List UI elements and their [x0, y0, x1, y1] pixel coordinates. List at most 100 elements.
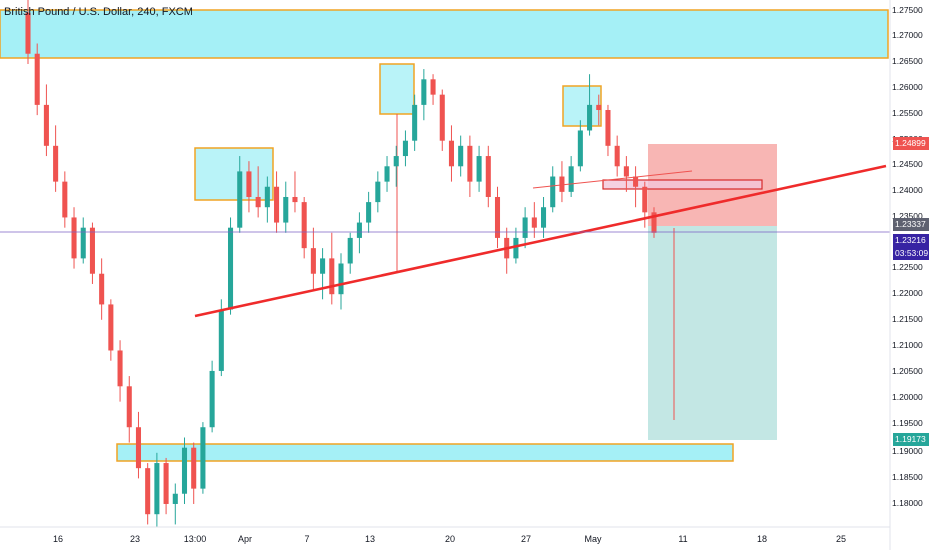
candle-body: [430, 79, 436, 95]
price-tick: 1.27000: [892, 30, 923, 40]
candle-body: [402, 140, 408, 157]
candle-body: [154, 463, 160, 515]
bar-countdown-badge: 03:53:09: [893, 247, 929, 260]
candle-body: [338, 263, 344, 295]
time-tick: 13:00: [183, 534, 207, 544]
candle-body: [274, 186, 280, 223]
candle-body: [34, 53, 40, 105]
candle-body: [209, 370, 215, 428]
candle-body: [191, 447, 197, 489]
candle-body: [310, 248, 316, 274]
candle-body: [393, 156, 399, 167]
price-tick: 1.19500: [892, 418, 923, 428]
candle-body: [264, 186, 270, 208]
minor-trendline[interactable]: [532, 170, 693, 189]
price-tick: 1.18000: [892, 498, 923, 508]
candle-body: [605, 110, 611, 146]
price-tick: 1.20000: [892, 392, 923, 402]
time-tick: 16: [52, 534, 64, 544]
candle-body: [356, 222, 362, 238]
candle-body: [218, 309, 224, 371]
candle-body: [596, 104, 602, 111]
time-tick: 25: [835, 534, 847, 544]
time-tick: May: [584, 534, 602, 544]
candle-body: [80, 227, 86, 259]
candle-body: [126, 386, 132, 428]
price-tick: 1.20500: [892, 366, 923, 376]
candle-body: [320, 258, 326, 274]
candle-body: [145, 468, 151, 515]
time-tick: 23: [129, 534, 141, 544]
candle-body: [246, 171, 252, 197]
time-tick: Apr: [237, 534, 253, 544]
candle-body: [550, 176, 556, 208]
time-tick: 13: [364, 534, 376, 544]
candle-body: [25, 12, 31, 54]
candle-body: [448, 140, 455, 167]
candle-body: [283, 196, 289, 223]
candle-body: [172, 493, 178, 504]
candle-body: [614, 145, 620, 167]
candle-body: [62, 181, 68, 218]
highlight-box-2[interactable]: [379, 63, 415, 115]
candle-body: [485, 156, 491, 197]
resistance-zone-top[interactable]: [0, 9, 889, 59]
support-zone-bottom[interactable]: [116, 443, 734, 462]
time-tick: 7: [304, 534, 310, 544]
candle-body: [412, 104, 418, 141]
time-tick: 18: [756, 534, 768, 544]
candle-body: [522, 217, 528, 238]
candle-body: [587, 104, 593, 131]
candle-body: [366, 202, 372, 223]
entry-price-badge: 1.23337: [893, 218, 929, 231]
price-tick: 1.25500: [892, 108, 923, 118]
time-tick: 27: [520, 534, 532, 544]
candle-body: [163, 463, 169, 504]
candle-body: [421, 79, 427, 105]
candle-body: [329, 258, 335, 295]
ascending-trendline[interactable]: [194, 164, 887, 318]
price-tick: 1.21500: [892, 314, 923, 324]
candles-group: [25, 0, 657, 527]
price-tick: 1.21000: [892, 340, 923, 350]
price-tick: 1.27500: [892, 5, 923, 15]
candle-body: [53, 145, 59, 182]
candle-body: [237, 171, 243, 228]
candle-body: [623, 166, 629, 177]
candle-body: [651, 212, 657, 233]
take-profit-area[interactable]: [648, 226, 777, 440]
target-price-badge: 1.19173: [893, 433, 929, 446]
candle-body: [633, 176, 639, 187]
candle-body: [531, 217, 537, 228]
highlight-box-1[interactable]: [194, 147, 274, 201]
candle-body: [71, 217, 77, 259]
price-tick: 1.26000: [892, 82, 923, 92]
chart-title: British Pound / U.S. Dollar, 240, FXCM: [4, 6, 193, 18]
price-tick: 1.23500: [892, 211, 923, 221]
price-tick: 1.22000: [892, 288, 923, 298]
candle-body: [200, 427, 206, 489]
highlight-box-3[interactable]: [562, 85, 602, 127]
time-tick: 20: [444, 534, 456, 544]
candle-body: [577, 130, 583, 167]
candle-body: [227, 227, 234, 310]
price-tick: 1.19000: [892, 446, 923, 456]
price-tick: 1.24500: [892, 159, 923, 169]
candle-body: [494, 196, 501, 238]
candle-body: [439, 94, 445, 141]
retest-box[interactable]: [602, 179, 763, 190]
price-tick: 1.22500: [892, 262, 923, 272]
candle-body: [301, 202, 307, 249]
candle-body: [384, 166, 390, 182]
candle-body: [181, 447, 188, 494]
candle-body: [467, 145, 473, 182]
price-tick: 1.18500: [892, 472, 923, 482]
candle-body: [540, 207, 547, 228]
candle-body: [89, 227, 95, 274]
price-tick: 1.24000: [892, 185, 923, 195]
candle-body: [642, 186, 648, 213]
candle-body: [568, 166, 574, 192]
candle-body: [99, 273, 105, 305]
time-tick: 11: [678, 534, 688, 544]
